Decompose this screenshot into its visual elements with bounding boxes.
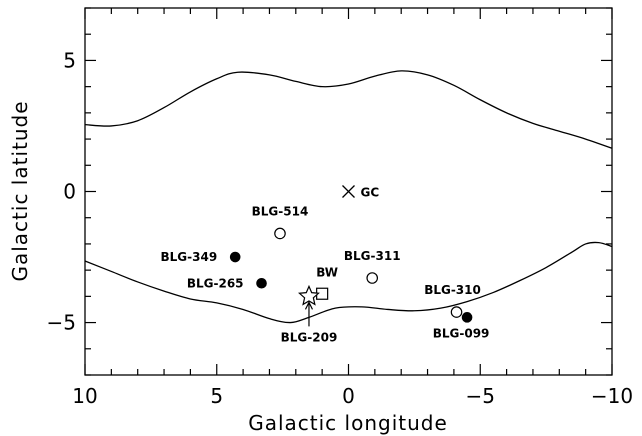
x-axis-title: Galactic longitude xyxy=(248,411,448,435)
curve-lower-boundary xyxy=(84,241,613,324)
x-tick-label: −10 xyxy=(591,384,633,408)
x-tick-label: 5 xyxy=(210,384,223,408)
marker-blg-265 xyxy=(256,277,267,289)
x-tick-label: 0 xyxy=(342,384,355,408)
y-axis-title: Galactic latitude xyxy=(8,100,32,281)
marker-blg-514 xyxy=(274,227,286,240)
point-label-blg-514: BLG-514 xyxy=(252,204,309,218)
y-tick-label: 5 xyxy=(63,48,76,72)
marker-blg-310 xyxy=(450,306,463,318)
y-tick-label: −5 xyxy=(47,311,76,335)
tick-labels: 10 5 0 −5 −10 5 0 −5 xyxy=(47,48,634,408)
curve-upper-boundary xyxy=(84,70,613,149)
x-tick-label: 10 xyxy=(72,384,97,408)
marker-blg-311 xyxy=(366,272,379,284)
x-tick-label: −5 xyxy=(466,384,495,408)
point-label-gc: GC xyxy=(361,186,380,200)
point-label-blg-265: BLG-265 xyxy=(187,276,244,290)
point-label-bw: BW xyxy=(316,266,338,280)
y-tick-label: 0 xyxy=(63,180,76,204)
data-points: GC BLG-514 BLG-349 BLG-265 BLG-311 BW BLG-209 B… xyxy=(161,185,490,344)
boundary-curves xyxy=(84,70,613,324)
point-label-blg-209: BLG-209 xyxy=(281,330,338,344)
point-label-blg-349: BLG-349 xyxy=(161,250,218,264)
marker-gc xyxy=(342,185,355,198)
marker-blg-209 xyxy=(298,284,320,306)
point-label-blg-311: BLG-311 xyxy=(344,249,401,263)
point-label-blg-099: BLG-099 xyxy=(433,326,490,340)
marker-blg-349 xyxy=(229,251,241,263)
point-label-blg-310: BLG-310 xyxy=(424,283,481,297)
marker-blg-099 xyxy=(461,312,473,323)
axis-ticks xyxy=(84,7,613,376)
arrow-blg-209 xyxy=(304,301,314,327)
